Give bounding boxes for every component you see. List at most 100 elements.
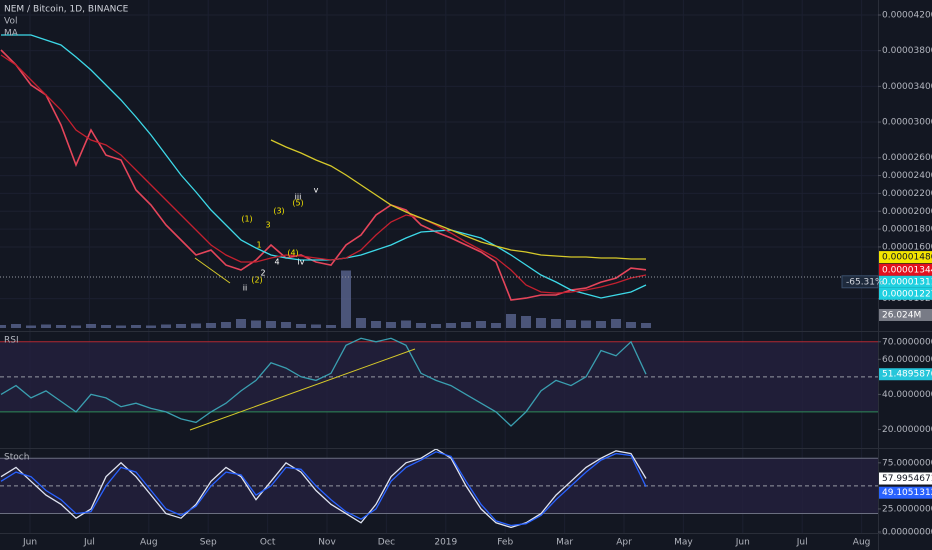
ma-label: MA (4, 29, 19, 39)
y-tick-label: 0.00002600 (882, 153, 932, 163)
y-tick-label: 0.00001800 (882, 225, 932, 235)
volume-bar (521, 316, 531, 328)
y-tick-label: 0.00001600 (882, 242, 932, 252)
series-line (1, 34, 647, 299)
volume-bar (491, 323, 501, 328)
value-tag (879, 472, 932, 485)
time-label: Aug (140, 538, 158, 548)
volume-bar (101, 325, 111, 328)
volume-bar (161, 324, 171, 328)
wave-label: 1 (256, 241, 261, 250)
volume-tag-label: 26.024M (882, 310, 921, 320)
y-tick-label: 0.00004200 (882, 10, 932, 20)
wave-label: 4 (274, 258, 279, 267)
vol-label: Vol (4, 17, 17, 27)
volume-bar (206, 323, 216, 328)
wave-label: v (314, 186, 319, 195)
volume-bar (326, 325, 336, 328)
time-label: Apr (616, 538, 632, 548)
change-box (841, 275, 879, 289)
volume-bar (581, 320, 591, 328)
volume-tag (879, 308, 932, 321)
volume-bar (251, 320, 261, 328)
price-tag (879, 287, 932, 300)
series-line (0, 448, 647, 529)
rsi-trendline (189, 348, 416, 431)
volume-bar (341, 270, 351, 328)
value-tag (879, 486, 932, 499)
time-label: Jun (22, 538, 37, 548)
time-label: 2019 (434, 538, 457, 548)
axes: Jun Jul Aug Sep Oct Nov Dec 2019 Feb Mar Apr May Jun… (22, 10, 932, 548)
volume-bar (86, 324, 96, 328)
volume-bar (41, 324, 51, 328)
volume-bar (56, 325, 66, 328)
volume-bar (71, 325, 81, 328)
series-line (270, 139, 646, 260)
change-label: -65.31% (846, 277, 884, 287)
series-line (0, 337, 647, 427)
volume-bar (296, 324, 306, 328)
price-tag-label: 0.00001344 (882, 265, 932, 275)
time-label: Oct (260, 538, 276, 548)
volume-bar (416, 323, 426, 328)
time-label: Dec (378, 538, 395, 548)
time-label: May (674, 538, 693, 548)
y-tick-label: 20.00000000 (882, 425, 932, 435)
volume-bar (176, 324, 186, 328)
volume-bar (311, 324, 321, 328)
rsi-label: RSI (4, 336, 19, 346)
time-label: Feb (497, 538, 513, 548)
volume-bar (146, 325, 156, 328)
volume-bar (611, 319, 621, 328)
volume-bar (446, 323, 456, 328)
series-line (0, 451, 647, 527)
volume-bar (596, 321, 606, 328)
value-tag-label: 49.10513122 (882, 488, 932, 498)
volume-bar (536, 318, 546, 328)
price-tag (879, 251, 932, 264)
volume-bar (551, 319, 561, 328)
drawing-line (194, 257, 231, 284)
time-label: Nov (318, 538, 336, 548)
y-tick-label: 60.00000000 (882, 355, 932, 365)
stoch-label: Stoch (4, 453, 29, 463)
y-tick-label: 0.00000000 (882, 528, 932, 538)
wave-label: (3) (273, 207, 284, 216)
plot: (1) 1 (2)2 ii 3(3) 4 (4)iv (5)iii v (0, 34, 651, 529)
volume-bar (386, 322, 396, 328)
volume-bar (191, 323, 201, 328)
volume-bar (626, 322, 636, 328)
time-label: Aug (853, 538, 871, 548)
wave-label: (2) (251, 276, 262, 285)
price-tag-label: 0.00001227 (882, 289, 932, 299)
volume-bar (401, 320, 411, 328)
wave-label: (4) (287, 249, 298, 258)
wave-label: 2 (260, 269, 265, 278)
time-label: Jul (83, 538, 95, 548)
volume-bar (431, 324, 441, 328)
value-tag (879, 368, 932, 381)
wave-label: ii (243, 284, 247, 293)
volume-bar (461, 322, 471, 328)
series-line (0, 49, 647, 301)
volume-bar (221, 322, 231, 328)
wave-label: iii (295, 193, 302, 202)
band (0, 341, 878, 412)
time-label: Sep (200, 538, 217, 548)
volume-bar (506, 314, 516, 328)
volume-bar (371, 321, 381, 328)
grid (0, 0, 878, 533)
y-tick-label: 40.00000000 (882, 390, 932, 400)
volume-bar (641, 323, 651, 328)
time-label: Jul (796, 538, 808, 548)
y-tick-label: 0.00002000 (882, 207, 932, 217)
volume-bar (266, 321, 276, 328)
y-tick-label: 0.00003800 (882, 46, 932, 56)
volume-bar (356, 318, 366, 328)
volume-bar (26, 325, 36, 328)
price-tag (879, 263, 932, 276)
price-tag (879, 275, 932, 288)
y-tick-label: 0.00003400 (882, 82, 932, 92)
